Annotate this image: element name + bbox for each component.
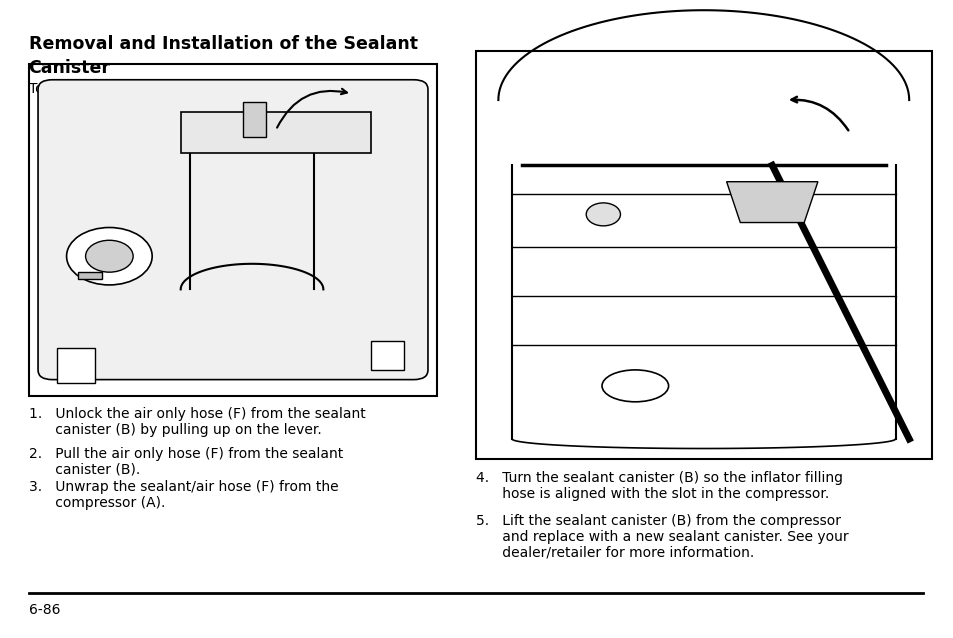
FancyBboxPatch shape bbox=[38, 80, 428, 380]
Circle shape bbox=[67, 228, 152, 285]
Text: Removal and Installation of the Sealant: Removal and Installation of the Sealant bbox=[29, 35, 417, 53]
Text: Canister: Canister bbox=[29, 59, 111, 77]
Ellipse shape bbox=[601, 370, 668, 402]
Text: 1.   Unlock the air only hose (F) from the sealant
      canister (B) by pulling: 1. Unlock the air only hose (F) from the… bbox=[29, 407, 365, 437]
Text: 3.   Unwrap the sealant/air hose (F) from the
      compressor (A).: 3. Unwrap the sealant/air hose (F) from … bbox=[29, 480, 337, 510]
FancyBboxPatch shape bbox=[242, 101, 266, 137]
Text: 5.   Lift the sealant canister (B) from the compressor
      and replace with a : 5. Lift the sealant canister (B) from th… bbox=[475, 514, 847, 560]
FancyBboxPatch shape bbox=[180, 112, 371, 153]
Text: To remove the sealant canister:: To remove the sealant canister: bbox=[29, 82, 247, 96]
Circle shape bbox=[86, 241, 133, 272]
Text: 4.   Turn the sealant canister (B) so the inflator filling
      hose is aligned: 4. Turn the sealant canister (B) so the … bbox=[475, 471, 841, 501]
FancyBboxPatch shape bbox=[475, 51, 931, 459]
FancyBboxPatch shape bbox=[78, 272, 102, 279]
Text: 2.   Pull the air only hose (F) from the sealant
      canister (B).: 2. Pull the air only hose (F) from the s… bbox=[29, 447, 342, 477]
Circle shape bbox=[585, 203, 619, 226]
Text: 6-86: 6-86 bbox=[29, 603, 60, 617]
Polygon shape bbox=[726, 182, 817, 223]
FancyBboxPatch shape bbox=[371, 341, 404, 370]
FancyBboxPatch shape bbox=[29, 64, 437, 396]
FancyBboxPatch shape bbox=[57, 348, 95, 383]
